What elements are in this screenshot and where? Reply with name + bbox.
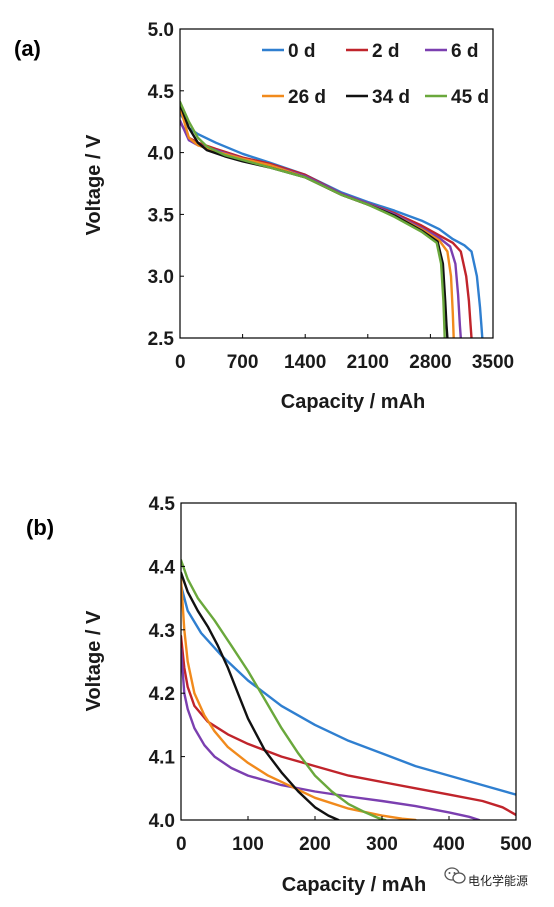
x-tick-label: 2100 xyxy=(347,352,389,373)
legend-label: 45 d xyxy=(451,87,489,108)
series-line-34d xyxy=(181,571,340,820)
y-tick-label: 4.4 xyxy=(149,557,176,578)
x-axis-label: Capacity / mAh xyxy=(281,391,425,413)
x-tick-label: 400 xyxy=(433,834,465,855)
y-tick-label: 4.0 xyxy=(149,811,175,832)
y-tick-label: 4.5 xyxy=(148,82,175,103)
legend-label: 26 d xyxy=(288,87,326,108)
y-tick-label: 4.2 xyxy=(149,684,175,705)
series-group xyxy=(181,558,516,820)
y-tick-label: 4.0 xyxy=(148,144,174,165)
chart-panel-a: (a) 2.5 3.0 3.5 4.0 4.5 5.0 0 700 1400 2100 2800 350… xyxy=(14,20,514,413)
panel-label: (a) xyxy=(14,36,41,61)
x-tick-label: 300 xyxy=(366,834,398,855)
legend: 0 d 2 d 6 d 26 d 34 d 45 d xyxy=(262,41,489,108)
watermark: 电化学能源 xyxy=(444,867,528,888)
legend-label: 34 d xyxy=(372,87,410,108)
x-tick-label: 500 xyxy=(500,834,532,855)
series-line-45d xyxy=(180,100,446,338)
x-tick-label: 700 xyxy=(227,352,259,373)
series-line-0d xyxy=(180,111,484,338)
legend-label: 6 d xyxy=(451,41,478,62)
y-tick-label: 4.1 xyxy=(149,748,176,769)
y-tick-label: 3.0 xyxy=(148,267,174,288)
x-axis-label: Capacity / mAh xyxy=(282,874,426,896)
plot-frame xyxy=(180,502,517,821)
x-tick-label: 3500 xyxy=(472,352,514,373)
x-tick-label: 0 xyxy=(176,834,187,855)
watermark-text: 电化学能源 xyxy=(468,873,528,888)
series-line-6d xyxy=(181,647,481,820)
y-tick-label: 3.5 xyxy=(148,205,175,226)
plot-frame xyxy=(179,28,494,339)
y-tick-label: 4.3 xyxy=(149,621,175,642)
y-axis-label: Voltage / V xyxy=(83,610,105,711)
series-line-0d xyxy=(181,584,516,796)
series-line-45d xyxy=(181,558,387,820)
chart-panel-b: (b) 4.0 4.1 4.2 4.3 4.4 4.5 0 100 200 300 400 500 Cap… xyxy=(26,494,532,896)
legend-label: 0 d xyxy=(288,41,315,62)
y-axis-label: Voltage / V xyxy=(83,134,105,235)
x-tick-label: 200 xyxy=(299,834,331,855)
x-tick-label: 100 xyxy=(232,834,264,855)
x-tick-label: 1400 xyxy=(284,352,326,373)
legend-label: 2 d xyxy=(372,41,399,62)
y-tick-label: 4.5 xyxy=(149,494,176,515)
series-group xyxy=(180,100,484,338)
series-line-26d xyxy=(181,577,417,820)
series-line-2d xyxy=(181,634,516,817)
panel-label: (b) xyxy=(26,515,54,540)
x-tick-label: 0 xyxy=(175,352,186,373)
x-tick-label: 2800 xyxy=(409,352,451,373)
y-tick-label: 5.0 xyxy=(148,20,174,41)
wechat-icon xyxy=(444,867,466,884)
y-tick-label: 2.5 xyxy=(148,329,175,350)
